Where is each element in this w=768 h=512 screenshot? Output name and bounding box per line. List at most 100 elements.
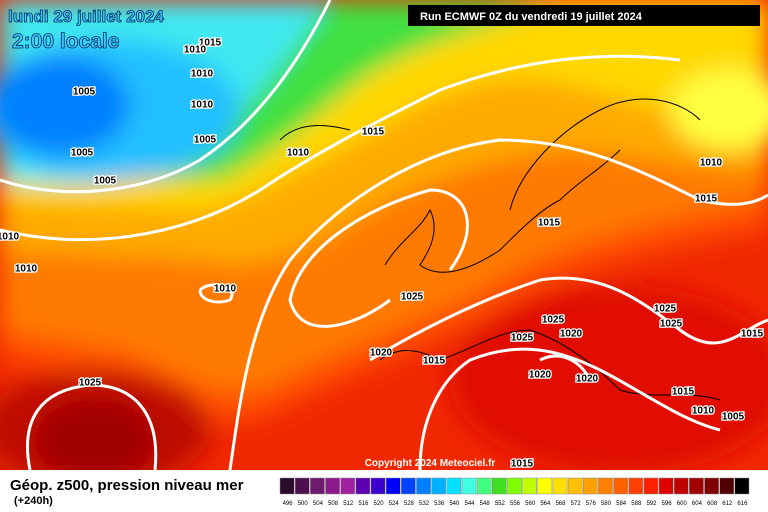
isobar-label: 1010: [15, 264, 38, 275]
legend-swatch: [507, 477, 522, 495]
legend-swatch: [643, 477, 659, 495]
legend-label: 512: [343, 501, 354, 507]
isobar-label: 1005: [73, 87, 96, 98]
isobar-label: 1010: [287, 148, 310, 159]
isobar-label: 1015: [695, 194, 718, 205]
legend-label: 508: [328, 501, 339, 507]
legend-swatch: [658, 477, 674, 495]
isobar-label: 1005: [94, 176, 117, 187]
legend-label: 608: [707, 501, 718, 507]
local-time: 2:00 locale: [12, 30, 119, 53]
legend-label: 612: [722, 501, 733, 507]
isobar-label: 1020: [370, 348, 393, 359]
legend-label: 604: [692, 501, 703, 507]
legend-swatch: [582, 477, 598, 495]
lead-time: (+240h): [14, 495, 53, 507]
isobars: [0, 0, 768, 471]
legend-label: 560: [525, 501, 536, 507]
legend-label: 516: [358, 501, 369, 507]
legend-swatch: [552, 477, 568, 495]
isobar-label: 1020: [576, 374, 599, 385]
legend-swatch: [446, 477, 462, 495]
isobar-label: 1010: [692, 406, 715, 417]
legend-swatch: [734, 477, 750, 495]
isobar-label: 1025: [542, 315, 565, 326]
legend-label: 536: [434, 501, 445, 507]
isobar-label: 1005: [194, 135, 217, 146]
legend-label: 592: [646, 501, 657, 507]
legend-swatch: [719, 477, 735, 495]
legend-swatch: [628, 477, 644, 495]
isobar-label: 1020: [529, 370, 552, 381]
legend-label: 532: [419, 501, 430, 507]
isobar-label: 1005: [71, 148, 94, 159]
isobar-label: 1015: [511, 459, 534, 470]
legend-label: 556: [510, 501, 521, 507]
legend-label: 528: [404, 501, 415, 507]
legend-swatch: [461, 477, 477, 495]
isobar-label: 1015: [741, 329, 764, 340]
run-info: Run ECMWF 0Z du vendredi 19 juillet 2024: [420, 11, 643, 23]
legend-swatch: [325, 477, 340, 495]
coastlines: [279, 98, 721, 401]
legend-swatch: [613, 477, 628, 495]
field-background: [0, 0, 768, 490]
valid-date: lundi 29 juillet 2024: [8, 7, 164, 26]
isobar-label: 1015: [538, 218, 561, 229]
copyright: Copyright 2024 Meteociel.fr: [365, 458, 496, 469]
legend-swatch: [385, 477, 401, 495]
legend-swatch: [355, 477, 371, 495]
isobar-label: 1010: [0, 232, 20, 243]
legend-swatch: [673, 477, 689, 495]
legend-label: 576: [586, 501, 597, 507]
isobar-label: 1015: [199, 38, 222, 49]
legend-label: 600: [677, 501, 688, 507]
isobar-label: 1015: [672, 387, 695, 398]
legend-label: 572: [571, 501, 582, 507]
isobar-label: 1010: [700, 158, 723, 169]
legend-swatch: [689, 477, 704, 495]
isobar-label: 1005: [722, 412, 745, 423]
legend-swatch: [704, 477, 719, 495]
field-name: Géop. z500, pression niveau mer: [10, 477, 244, 494]
legend-label: 496: [283, 501, 294, 507]
legend-swatch: [567, 477, 583, 495]
legend-label: 520: [374, 501, 385, 507]
legend-swatch: [476, 477, 492, 495]
legend-swatch: [416, 477, 431, 495]
legend-label: 616: [737, 501, 748, 507]
legend-label: 540: [449, 501, 460, 507]
legend-swatch: [522, 477, 537, 495]
legend-label: 568: [555, 501, 566, 507]
legend-swatch: [492, 477, 507, 495]
run-banner: [408, 5, 760, 26]
legend-swatch: [598, 477, 613, 495]
legend-label: 584: [616, 501, 627, 507]
legend-label: 552: [495, 501, 506, 507]
legend-swatch: [279, 477, 295, 495]
isobar-label: 1025: [401, 292, 424, 303]
isobar-label: 1010: [191, 100, 214, 111]
legend-label: 504: [313, 501, 324, 507]
legend-swatch: [340, 477, 356, 495]
legend-label: 596: [662, 501, 673, 507]
isobar-label: 1025: [79, 378, 102, 389]
isobar-label: 1010: [191, 69, 214, 80]
color-scale: 496 500 504 508 512 516 520 524 528 532 536 540 544 5…: [279, 477, 750, 507]
isobar-label: 1010: [184, 45, 207, 56]
legend-label: 524: [389, 501, 400, 507]
isobar-labels: 1015101010101005101010051005100510151010…: [0, 36, 765, 471]
isobar-label: 1025: [654, 304, 677, 315]
legend-label: 500: [298, 501, 309, 507]
legend-swatch: [401, 477, 416, 495]
legend-label: 564: [540, 501, 551, 507]
isobar-label: 1015: [423, 356, 446, 367]
isobar-label: 1025: [660, 319, 683, 330]
isobar-label: 1020: [560, 329, 583, 340]
legend-label: 548: [480, 501, 491, 507]
legend-swatch: [537, 477, 553, 495]
legend-label: 544: [465, 501, 476, 507]
legend-swatch: [294, 477, 310, 495]
isobar-label: 1010: [214, 284, 237, 295]
